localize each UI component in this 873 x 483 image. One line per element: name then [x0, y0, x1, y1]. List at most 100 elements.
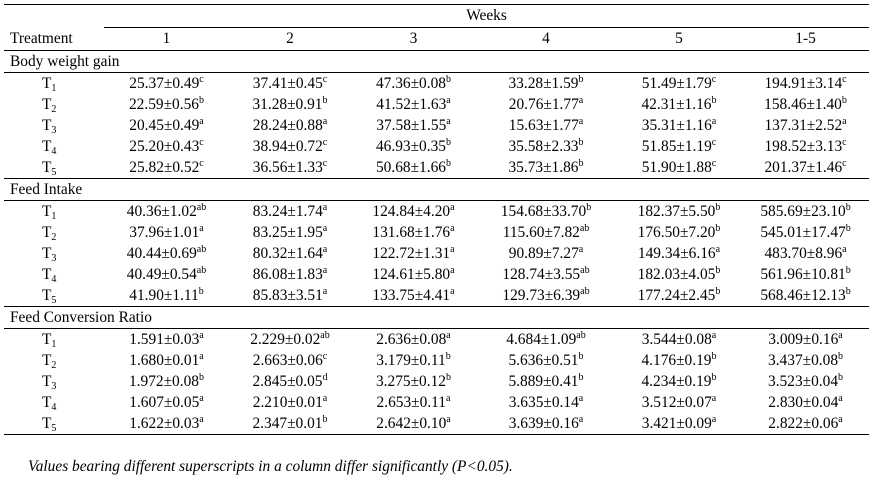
significance-superscript: b	[845, 285, 851, 297]
treatment-name: T5	[4, 157, 104, 179]
table-cell: 38.94±0.72c	[229, 136, 351, 157]
cell-value: 561.96±10.81	[760, 265, 846, 283]
significance-superscript: b	[199, 371, 204, 383]
table-cell: 122.72±1.31a	[351, 243, 476, 264]
table-cell: 545.01±17.47b	[742, 222, 869, 243]
table-row: T4 40.49±0.54ab 86.08±1.83a 124.61±5.80a 128…	[4, 264, 869, 285]
table-cell: 131.68±1.76a	[351, 222, 476, 243]
table-cell: 4.176±0.19b	[616, 350, 742, 371]
cell-value: 2.653±0.11	[376, 393, 446, 411]
cell-value: 4.234±0.19	[641, 372, 712, 390]
section-header-row: Feed Intake	[4, 178, 870, 201]
table-cell: 3.523±0.04b	[742, 371, 869, 392]
significance-superscript: b	[715, 201, 721, 213]
table-cell: 129.73±6.39ab	[476, 285, 616, 307]
cell-value: 20.76±1.77	[508, 95, 579, 113]
significance-superscript: b	[715, 285, 721, 297]
section-header-row: Body weight gain	[4, 50, 870, 73]
cell-value: 35.73±1.86	[508, 158, 579, 176]
cell-value: 3.639±0.16	[508, 414, 579, 432]
cell-value: 194.91±3.14	[764, 74, 843, 92]
table-cell: 2.663±0.06c	[229, 350, 351, 371]
table-cell: 3.512±0.07a	[616, 392, 742, 413]
significance-superscript: ab	[196, 264, 207, 276]
treatment-name: T1	[4, 201, 104, 223]
table-cell: 2.653±0.11a	[351, 392, 476, 413]
treatment-name: T3	[4, 115, 104, 136]
cell-value: 3.544±0.08	[641, 330, 712, 348]
significance-superscript: b	[845, 222, 851, 234]
treatment-number: 4	[51, 401, 57, 413]
significance-superscript: a	[199, 222, 204, 234]
table-cell: 2.636±0.08a	[351, 329, 476, 351]
significance-superscript: b	[445, 350, 451, 362]
cell-value: 3.523±0.04	[768, 372, 839, 390]
table-cell: 4.684±1.09ab	[476, 329, 616, 351]
cell-value: 41.52±1.63	[376, 95, 447, 113]
table-cell: 41.52±1.63a	[351, 94, 476, 115]
cell-value: 568.46±12.13	[760, 286, 846, 304]
table-cell: 133.75±4.41a	[351, 285, 476, 307]
table-cell: 198.52±3.13c	[742, 136, 869, 157]
cell-value: 40.44±0.69	[126, 244, 197, 262]
column-header: 1-5	[795, 30, 816, 47]
table-cell: 176.50±7.20b	[616, 222, 742, 243]
cell-value: 4.684±1.09	[506, 330, 577, 348]
table-cell: 35.58±2.33b	[476, 136, 616, 157]
cell-value: 2.830±0.04	[768, 393, 839, 411]
table-cell: 177.24±2.45b	[616, 285, 742, 307]
significance-superscript: a	[578, 392, 584, 404]
cell-value: 2.663±0.06	[252, 351, 323, 369]
significance-superscript: a	[578, 94, 584, 106]
table-cell: 42.31±1.16b	[616, 94, 742, 115]
significance-superscript: c	[322, 350, 328, 362]
significance-superscript: a	[322, 243, 328, 255]
cell-value: 176.50±7.20	[637, 223, 716, 241]
cell-value: 182.37±5.50	[637, 202, 716, 220]
table-row: T2 22.59±0.56b 31.28±0.91b 41.52±1.63a 20.76…	[4, 94, 869, 115]
treatment-number: 2	[51, 359, 57, 371]
table-cell: 36.56±1.33c	[229, 157, 351, 179]
treatment-number: 5	[51, 166, 57, 178]
cell-value: 46.93±0.35	[375, 137, 446, 155]
cell-value: 33.28±1.59	[508, 74, 579, 92]
cell-value: 41.90±1.11	[129, 286, 199, 304]
significance-superscript: ab	[576, 329, 586, 341]
significance-superscript: a	[199, 329, 204, 341]
cell-value: 2.347±0.01	[252, 414, 323, 432]
table-cell: 3.179±0.11b	[351, 350, 476, 371]
cell-value: 3.421±0.09	[641, 414, 712, 432]
cell-value: 2.229±0.02	[250, 330, 321, 348]
cell-value: 1.591±0.03	[129, 330, 200, 348]
significance-superscript: a	[450, 243, 455, 255]
cell-value: 124.61±5.80	[372, 265, 451, 283]
treatment-name: T1	[4, 73, 104, 95]
table-cell: 41.90±1.11b	[104, 285, 229, 307]
table-cell: 2.830±0.04a	[742, 392, 869, 413]
table-cell: 46.93±0.35b	[351, 136, 476, 157]
cell-value: 2.845±0.05	[252, 372, 323, 390]
cell-value: 80.32±1.64	[252, 244, 323, 262]
treatment-number: 1	[51, 82, 57, 94]
treatment-letter: T	[42, 286, 52, 304]
significance-superscript: c	[199, 157, 204, 169]
significance-superscript: c	[842, 136, 847, 148]
treatment-number: 4	[51, 145, 57, 157]
column-header-row: Treatment 1 2 3 4 5 1-5	[4, 28, 869, 51]
table-cell: 40.36±1.02ab	[104, 201, 229, 223]
results-table: Weeks Treatment 1 2 3 4 5 1-5 Body weigh…	[4, 4, 870, 435]
table-cell: 25.20±0.43c	[104, 136, 229, 157]
table-cell: 3.421±0.09a	[616, 413, 742, 434]
table-cell: 182.03±4.05b	[616, 264, 742, 285]
cell-value: 483.70±8.96	[764, 244, 843, 262]
table-cell: 51.90±1.88c	[616, 157, 742, 179]
cell-value: 40.49±0.54	[126, 265, 197, 283]
column-header: 2	[286, 30, 294, 47]
table-row: T2 37.96±1.01a 83.25±1.95a 131.68±1.76a 115.…	[4, 222, 869, 243]
table-cell: 137.31±2.52a	[742, 115, 869, 136]
section-header-row: Feed Conversion Ratio	[4, 306, 870, 329]
significance-superscript: a	[838, 329, 843, 341]
table-row: T3 1.972±0.08b 2.845±0.05d 3.275±0.12b 5.889…	[4, 371, 869, 392]
significance-superscript: b	[578, 371, 584, 383]
cell-value: 5.636±0.51	[508, 351, 579, 369]
